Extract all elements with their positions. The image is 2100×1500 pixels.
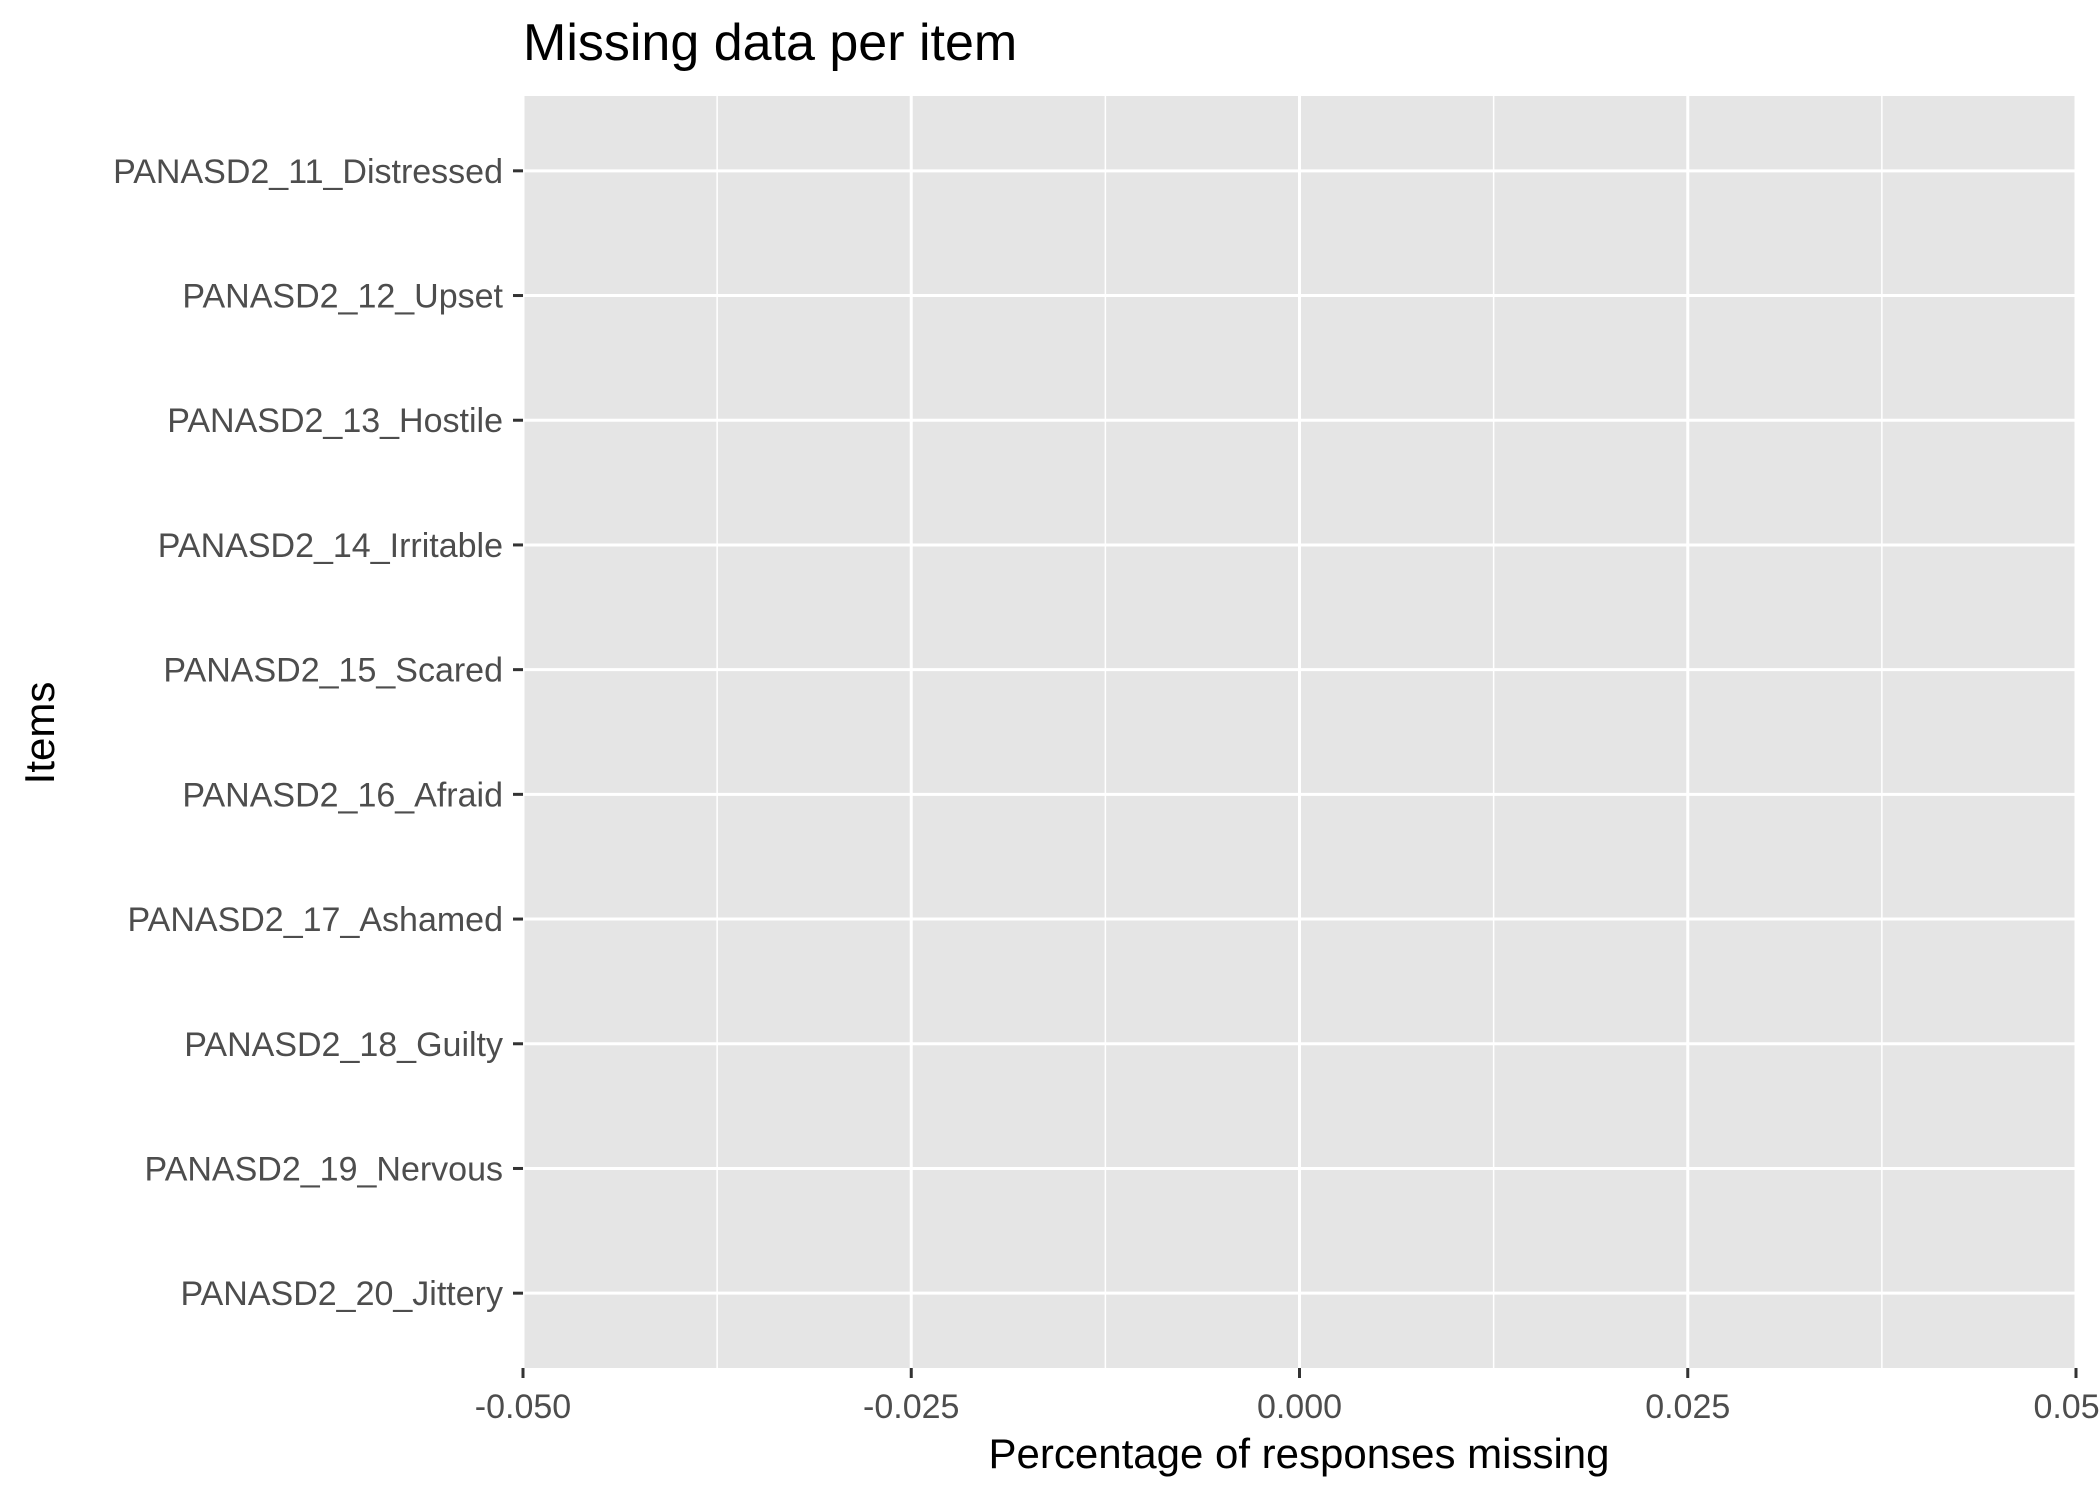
y-tick-label: PANASD2_11_Distressed xyxy=(113,153,503,191)
x-tick-label: 0.050 xyxy=(2033,1388,2100,1426)
y-tick-label: PANASD2_16_Afraid xyxy=(182,776,503,814)
y-tick-label: PANASD2_20_Jittery xyxy=(180,1275,503,1313)
y-tick-label: PANASD2_17_Ashamed xyxy=(128,901,503,939)
x-tick-label: -0.050 xyxy=(475,1388,571,1426)
y-tick-label: PANASD2_18_Guilty xyxy=(184,1026,503,1064)
y-tick-label: PANASD2_19_Nervous xyxy=(145,1150,503,1188)
y-tick-label: PANASD2_15_Scared xyxy=(163,652,503,690)
y-tick-label: PANASD2_12_Upset xyxy=(182,278,503,316)
grid-major xyxy=(521,96,2078,1368)
chart-title: Missing data per item xyxy=(523,14,1017,72)
y-axis-title: Items xyxy=(16,682,63,785)
y-axis: PANASD2_11_Distressed PANASD2_12_Upset PAN… xyxy=(113,153,523,1313)
x-axis: -0.050 -0.025 0.000 0.025 0.050 xyxy=(475,1368,2100,1426)
x-tick-label: -0.025 xyxy=(863,1388,959,1426)
x-axis-title: Percentage of responses missing xyxy=(989,1430,1610,1477)
grid-minor xyxy=(716,96,1883,1368)
y-tick-label: PANASD2_13_Hostile xyxy=(167,402,503,440)
x-tick-label: 0.025 xyxy=(1645,1388,1730,1426)
y-tick-label: PANASD2_14_Irritable xyxy=(158,527,503,565)
x-tick-label: 0.000 xyxy=(1257,1388,1342,1426)
